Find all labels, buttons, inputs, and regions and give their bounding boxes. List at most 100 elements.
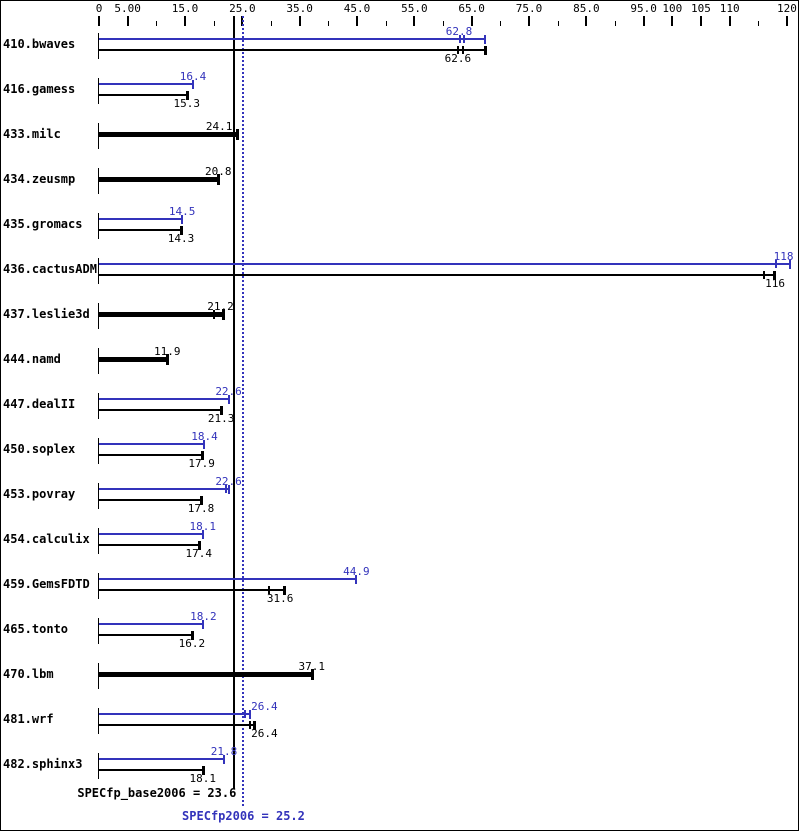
axis-major-tick — [413, 16, 416, 26]
base-bar — [99, 132, 238, 137]
base-value-label: 21.3 — [207, 412, 235, 425]
axis-tick-label: 0 — [95, 2, 103, 15]
base-value-label: 116 — [765, 277, 785, 290]
base-value-label: 26.4 — [251, 727, 278, 740]
run-mark — [249, 721, 252, 729]
base-bar — [99, 672, 312, 677]
axis-major-tick — [527, 16, 530, 26]
axis-major-tick — [585, 16, 588, 26]
base-bar — [99, 634, 192, 636]
peak-mean-label: SPECfp2006 = 25.2 — [182, 809, 305, 823]
peak-bar — [99, 488, 229, 490]
base-value-label: 17.4 — [185, 547, 213, 560]
axis-minor-tick — [614, 21, 616, 26]
peak-value-label: 16.4 — [179, 70, 207, 83]
bar-end-cap — [483, 46, 487, 55]
base-value-label: 21.2 — [207, 300, 234, 313]
peak-value-label: 26.4 — [251, 700, 278, 713]
axis-minor-tick — [500, 21, 502, 26]
bar-end-cap — [181, 215, 184, 224]
bar-end-cap — [197, 541, 201, 550]
bar-end-cap — [355, 575, 358, 584]
bar-end-cap — [201, 766, 205, 775]
axis-minor-tick — [758, 21, 760, 26]
run-mark — [225, 485, 228, 493]
axis-minor-tick — [270, 21, 272, 26]
axis-major-tick — [183, 16, 186, 26]
bar-end-cap — [253, 721, 257, 730]
base-bar — [99, 589, 285, 591]
axis-minor-tick — [385, 21, 387, 26]
row-axis-segment — [98, 573, 99, 599]
row-axis-segment — [98, 438, 99, 464]
bar-end-cap — [773, 271, 777, 280]
base-value-label: 18.1 — [189, 772, 217, 785]
bar-end-cap — [202, 620, 205, 629]
axis-tick-label: 15.0 — [171, 2, 199, 15]
peak-value-label: 22.6 — [215, 385, 242, 398]
peak-bar — [99, 83, 194, 85]
axis-tick-label: 95.0 — [630, 2, 657, 15]
row-axis-segment — [98, 123, 99, 149]
axis-tick-label: 75.0 — [515, 2, 543, 15]
bar-end-cap — [789, 260, 792, 269]
peak-value-label: 22.6 — [215, 475, 242, 488]
peak-bar — [99, 443, 205, 445]
bar-end-cap — [283, 586, 287, 595]
axis-minor-tick — [328, 21, 330, 26]
axis-major-tick — [470, 16, 473, 26]
bar-end-cap — [190, 631, 194, 640]
base-bar — [99, 499, 202, 501]
base-value-label: 15.3 — [173, 97, 200, 110]
peak-value-label: 18.4 — [191, 430, 218, 443]
axis-major-tick — [642, 16, 645, 26]
peak-bar — [99, 713, 251, 715]
axis-major-tick — [98, 16, 100, 26]
axis-minor-tick — [213, 21, 215, 26]
base-bar — [99, 724, 255, 726]
axis-major-tick — [671, 16, 674, 26]
bar-end-cap — [179, 226, 183, 235]
axis-minor-tick — [557, 21, 559, 26]
peak-value-label: 18.1 — [189, 520, 217, 533]
axis-minor-tick — [156, 21, 158, 26]
axis-tick-label: 5.00 — [114, 2, 141, 15]
row-axis-segment — [98, 663, 99, 689]
peak-value-label: 44.9 — [343, 565, 370, 578]
bar-end-cap — [221, 309, 225, 320]
axis-tick-label: 25.0 — [229, 2, 256, 15]
peak-value-label: 21.8 — [210, 745, 238, 758]
row-axis-segment — [98, 303, 99, 329]
axis-major-tick — [699, 16, 702, 26]
peak-value-label: 18.2 — [190, 610, 217, 623]
base-bar — [99, 409, 222, 411]
axis-tick-label: 85.0 — [573, 2, 600, 15]
base-bar — [99, 544, 199, 546]
axis-tick-label: 105 — [691, 2, 711, 15]
bar-end-cap — [200, 451, 204, 460]
base-bar — [99, 769, 203, 771]
axis-tick-label: 35.0 — [286, 2, 313, 15]
bar-end-cap — [185, 91, 189, 100]
row-axis-segment — [98, 753, 99, 779]
row-axis-segment — [98, 78, 99, 104]
row-axis-segment — [98, 258, 99, 284]
bar-end-cap — [222, 755, 225, 764]
axis-minor-tick — [442, 21, 444, 26]
run-mark — [763, 271, 766, 279]
base-value-label: 20.8 — [205, 165, 232, 178]
peak-value-label: 62.8 — [445, 25, 473, 38]
peak-value-label: 118 — [773, 250, 794, 263]
row-axis-segment — [98, 213, 99, 239]
row-axis-segment — [98, 618, 99, 644]
run-mark — [774, 260, 777, 268]
run-mark — [458, 35, 461, 43]
base-bar — [99, 229, 181, 231]
run-mark — [244, 710, 247, 718]
bar-end-cap — [236, 129, 240, 140]
base-value-label: 31.6 — [266, 592, 294, 605]
axis-tick-label: 110 — [719, 2, 740, 15]
run-mark — [457, 46, 460, 54]
row-axis-segment — [98, 528, 99, 554]
row-axis-segment — [98, 483, 99, 509]
